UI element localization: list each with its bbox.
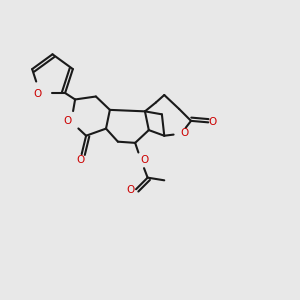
Text: O: O — [181, 128, 189, 138]
Text: O: O — [33, 89, 42, 99]
Text: O: O — [208, 117, 217, 128]
Text: O: O — [140, 154, 148, 164]
Text: O: O — [63, 116, 71, 126]
Text: O: O — [76, 155, 85, 165]
Text: O: O — [127, 185, 135, 195]
